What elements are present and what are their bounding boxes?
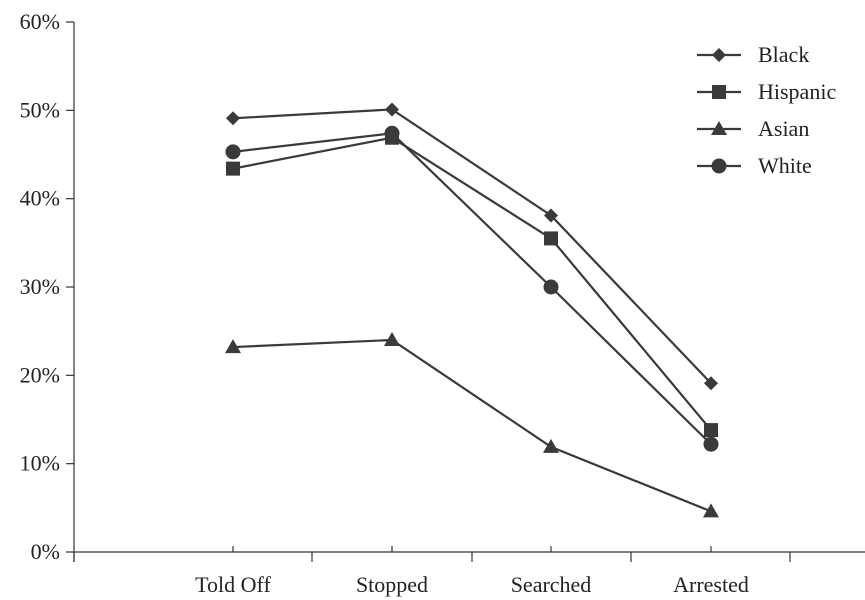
- legend-diamond-marker: [712, 48, 726, 62]
- x-tick-label: Told Off: [195, 572, 271, 597]
- x-tick-label: Stopped: [356, 572, 428, 597]
- legend-circle-marker: [711, 158, 727, 174]
- square-marker: [704, 423, 718, 438]
- series-asian: [225, 332, 719, 518]
- diamond-marker: [544, 208, 558, 223]
- triangle-marker: [225, 339, 241, 354]
- series-white: [225, 125, 719, 452]
- legend-square-marker: [712, 85, 726, 99]
- diamond-marker: [385, 102, 399, 117]
- y-tick-label: 60%: [20, 9, 60, 34]
- series-line: [232, 338, 712, 513]
- y-tick-label: 20%: [20, 362, 60, 387]
- circle-marker: [703, 436, 719, 452]
- series-line: [232, 136, 712, 431]
- legend-item: White: [697, 153, 812, 178]
- series-line: [232, 108, 712, 385]
- legend-label: Black: [758, 42, 809, 67]
- legend-label: Asian: [758, 116, 809, 141]
- square-marker: [544, 231, 558, 246]
- legend-label: Hispanic: [758, 79, 836, 104]
- series-black: [226, 102, 718, 391]
- x-tick-label: Arrested: [673, 572, 749, 597]
- legend-item: Asian: [697, 116, 809, 141]
- axes: 0% 10% 20% 30% 40% 50% 60% Told Off Stopped Searc…: [20, 9, 865, 597]
- diamond-marker: [704, 376, 718, 391]
- y-tick-label: 30%: [20, 274, 60, 299]
- triangle-marker: [384, 332, 400, 346]
- circle-marker: [225, 144, 241, 160]
- circle-marker: [543, 279, 559, 295]
- diamond-marker: [226, 111, 240, 126]
- y-tick-label: 50%: [20, 97, 60, 122]
- x-tick-label: Searched: [511, 572, 592, 597]
- y-tick-label: 0%: [31, 539, 60, 564]
- legend-label: White: [758, 153, 812, 178]
- series-layer: [225, 102, 719, 518]
- series-hispanic: [226, 130, 718, 438]
- y-tick-label: 40%: [20, 186, 60, 211]
- series-line: [232, 132, 712, 446]
- legend-triangle-marker: [711, 121, 727, 135]
- legend-item: Hispanic: [697, 79, 836, 104]
- y-tick-label: 10%: [20, 451, 60, 476]
- triangle-marker: [543, 438, 559, 453]
- legend-item: Black: [697, 42, 809, 67]
- square-marker: [226, 161, 240, 176]
- legend: Black Hispanic Asian White: [697, 42, 836, 178]
- circle-marker: [384, 125, 400, 141]
- triangle-marker: [703, 503, 719, 518]
